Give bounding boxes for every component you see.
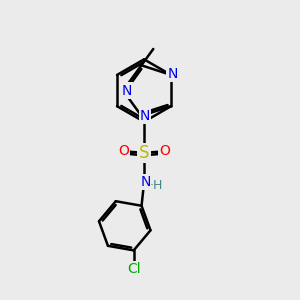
Text: N: N: [140, 109, 150, 123]
Text: ·H: ·H: [150, 178, 163, 192]
Text: S: S: [139, 144, 149, 162]
Text: N: N: [167, 68, 178, 81]
Text: Cl: Cl: [127, 262, 140, 276]
Text: O: O: [159, 145, 170, 158]
Text: N: N: [140, 175, 151, 189]
Text: N: N: [122, 84, 132, 98]
Text: O: O: [118, 145, 129, 158]
